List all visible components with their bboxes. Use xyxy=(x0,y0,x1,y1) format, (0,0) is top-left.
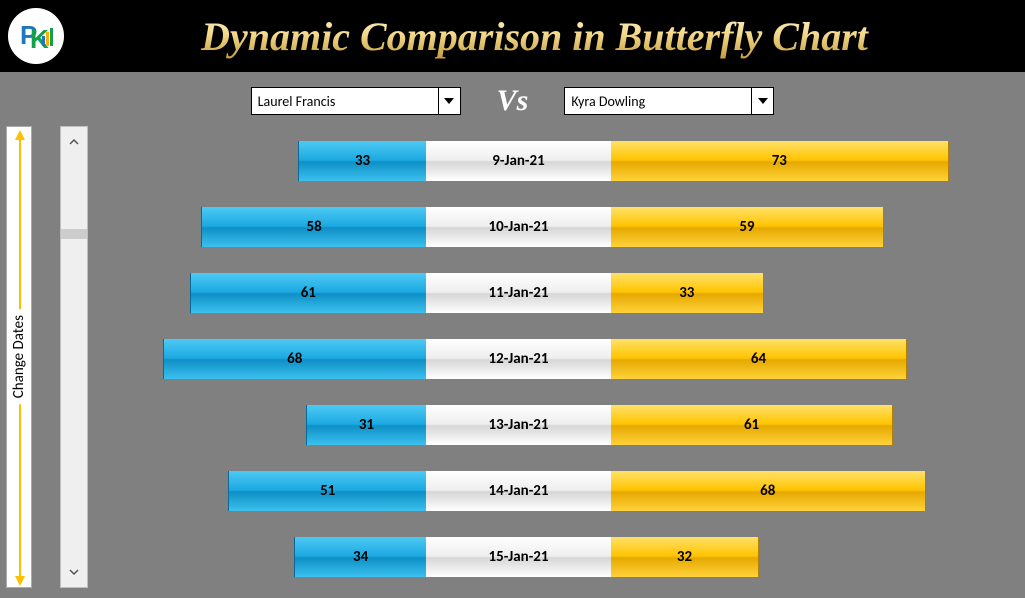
left-bar: 61 xyxy=(190,273,426,313)
chart-row: 5114-Jan-2168 xyxy=(116,464,1011,518)
right-bar-container: 61 xyxy=(611,405,981,445)
right-bar-container: 33 xyxy=(611,273,981,313)
chart-row: 6812-Jan-2164 xyxy=(116,332,1011,386)
right-bar-container: 59 xyxy=(611,207,981,247)
chevron-down-icon xyxy=(69,569,79,575)
right-bar-container: 73 xyxy=(611,141,981,181)
right-bar-container: 68 xyxy=(611,471,981,511)
left-bar: 51 xyxy=(228,471,426,511)
scroll-thumb[interactable] xyxy=(61,229,87,239)
header: P K Dynamic Comparison in Butterfly Char… xyxy=(0,0,1025,72)
left-bar-container: 51 xyxy=(116,471,426,511)
left-bar: 68 xyxy=(163,339,427,379)
controls-row: Laurel Francis Vs Kyra Dowling xyxy=(0,72,1025,126)
chart-row: 339-Jan-2173 xyxy=(116,134,1011,188)
date-label: 10-Jan-21 xyxy=(426,207,611,247)
right-person-dropdown[interactable]: Kyra Dowling xyxy=(564,87,774,115)
logo: P K xyxy=(8,8,64,64)
right-bar-container: 64 xyxy=(611,339,981,379)
date-label: 15-Jan-21 xyxy=(426,537,611,577)
chart-row: 3113-Jan-2161 xyxy=(116,398,1011,452)
right-bar: 61 xyxy=(611,405,893,445)
chevron-up-icon xyxy=(69,139,79,145)
left-bar-container: 34 xyxy=(116,537,426,577)
logo-icon: P K xyxy=(14,14,58,58)
right-person-selected: Kyra Dowling xyxy=(571,93,645,110)
left-bar-container: 61 xyxy=(116,273,426,313)
chart-row: 3415-Jan-2132 xyxy=(116,530,1011,584)
date-label: 14-Jan-21 xyxy=(426,471,611,511)
left-bar: 33 xyxy=(298,141,426,181)
date-label: 11-Jan-21 xyxy=(426,273,611,313)
right-bar: 33 xyxy=(611,273,764,313)
date-label: 9-Jan-21 xyxy=(426,141,611,181)
vs-label: Vs xyxy=(497,84,529,118)
scroll-up-button[interactable] xyxy=(61,127,87,157)
left-bar-container: 68 xyxy=(116,339,426,379)
left-bar-container: 33 xyxy=(116,141,426,181)
chart-row: 6111-Jan-2133 xyxy=(116,266,1011,320)
page-title: Dynamic Comparison in Butterfly Chart xyxy=(104,13,1025,60)
right-bar: 59 xyxy=(611,207,884,247)
scroll-down-button[interactable] xyxy=(61,557,87,587)
change-dates-label: Change Dates xyxy=(6,126,32,588)
side-panel: Change Dates xyxy=(6,126,88,588)
butterfly-chart: 339-Jan-21735810-Jan-21596111-Jan-213368… xyxy=(88,126,1025,596)
date-label: 12-Jan-21 xyxy=(426,339,611,379)
right-bar: 73 xyxy=(611,141,949,181)
right-bar-container: 32 xyxy=(611,537,981,577)
dropdown-caret-icon xyxy=(438,88,460,114)
left-person-dropdown[interactable]: Laurel Francis xyxy=(251,87,461,115)
left-bar-container: 58 xyxy=(116,207,426,247)
right-bar: 64 xyxy=(611,339,907,379)
date-label: 13-Jan-21 xyxy=(426,405,611,445)
date-scrollbar[interactable] xyxy=(60,126,88,588)
right-bar: 32 xyxy=(611,537,759,577)
left-bar-container: 31 xyxy=(116,405,426,445)
chart-row: 5810-Jan-2159 xyxy=(116,200,1011,254)
dropdown-caret-icon xyxy=(751,88,773,114)
left-person-selected: Laurel Francis xyxy=(258,93,336,110)
left-bar: 58 xyxy=(201,207,426,247)
left-bar: 34 xyxy=(294,537,426,577)
left-bar: 31 xyxy=(306,405,426,445)
main-area: Change Dates 339-Jan-21735810-Jan-215961… xyxy=(0,126,1025,596)
scroll-track[interactable] xyxy=(61,157,87,557)
right-bar: 68 xyxy=(611,471,926,511)
